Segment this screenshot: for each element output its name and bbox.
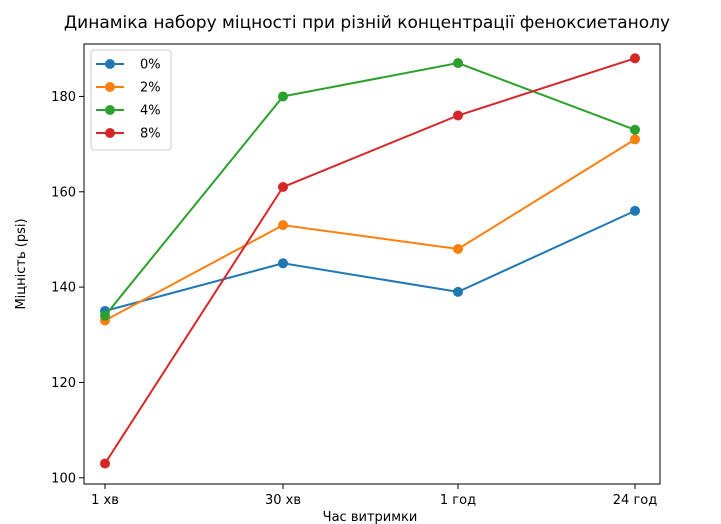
- y-tick-label: 100: [51, 471, 76, 486]
- legend-label: 2%: [140, 81, 161, 96]
- data-point: [278, 182, 288, 193]
- legend-label: 0%: [140, 58, 161, 73]
- data-point: [278, 220, 288, 231]
- data-point: [630, 124, 640, 135]
- series-line: [104, 209, 636, 312]
- series-0: [100, 205, 640, 316]
- legend-box: [90, 49, 172, 151]
- x-axis-label: Час витримки: [323, 510, 418, 524]
- x-tick-label: 30 хв: [265, 493, 301, 508]
- y-axis: 100 120 140 160 180: [51, 90, 84, 486]
- x-tick-label: 1 год: [440, 493, 476, 508]
- data-point: [453, 110, 463, 121]
- data-point: [278, 258, 288, 269]
- plot-area: [83, 43, 661, 485]
- data-point: [453, 58, 463, 69]
- legend-marker: [105, 59, 115, 69]
- y-axis-label: Міцність (psi): [14, 218, 29, 309]
- x-axis: 1 хв 30 хв 1 год 24 год: [91, 484, 657, 508]
- x-tick-label: 1 хв: [91, 493, 119, 508]
- legend-label: 8%: [140, 127, 161, 142]
- data-point: [630, 53, 640, 64]
- y-tick-label: 180: [51, 90, 76, 105]
- data-point: [100, 310, 110, 321]
- data-point: [453, 243, 463, 254]
- series-3: [100, 53, 640, 469]
- legend-marker: [105, 105, 115, 115]
- data-point: [100, 458, 110, 469]
- series-2: [100, 58, 640, 321]
- y-tick-label: 140: [51, 281, 76, 296]
- y-tick-label: 120: [51, 376, 76, 391]
- legend-label: 4%: [140, 104, 161, 119]
- series-line: [104, 57, 636, 465]
- chart-title: Динаміка набору міцності при різній конц…: [64, 13, 670, 33]
- data-point: [630, 134, 640, 145]
- y-tick-label: 160: [51, 185, 76, 200]
- data-point: [278, 91, 288, 102]
- data-point: [630, 205, 640, 216]
- data-point: [453, 286, 463, 297]
- series-line: [104, 138, 636, 322]
- series-layer: [100, 53, 640, 469]
- series-line: [104, 62, 636, 317]
- legend: 0% 2% 4% 8%: [90, 49, 172, 151]
- legend-marker: [105, 128, 115, 138]
- x-tick-label: 24 год: [613, 493, 657, 508]
- legend-marker: [105, 82, 115, 92]
